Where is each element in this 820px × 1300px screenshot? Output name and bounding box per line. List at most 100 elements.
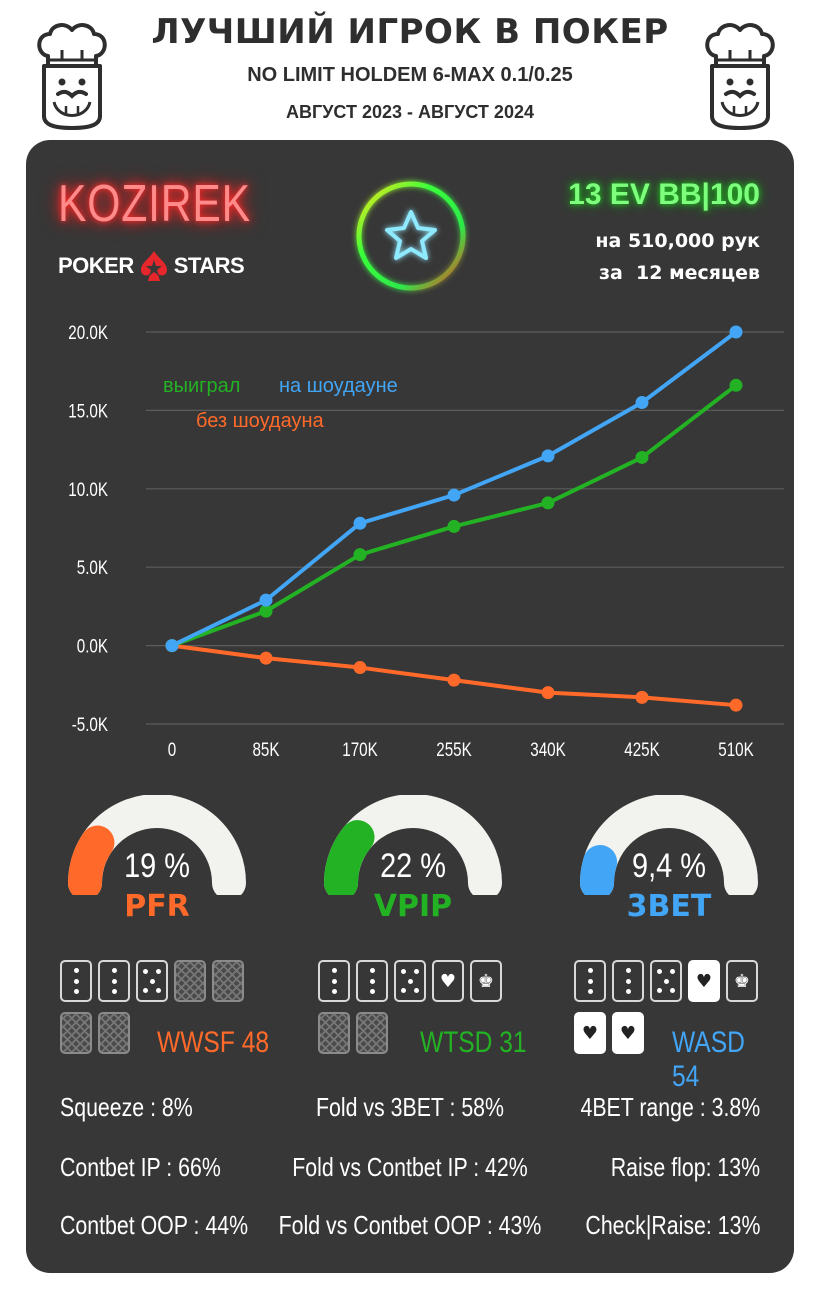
legend-label: выиграл [163, 375, 240, 397]
card-heart: ♥ [574, 1012, 606, 1054]
cards-row-wwsf-bottom [60, 1012, 130, 1054]
card-two [574, 960, 606, 1002]
gauge-label: PFR [124, 889, 190, 924]
gauge-arc [324, 794, 502, 900]
x-tick-label: 170K [342, 738, 378, 760]
card-back [174, 960, 206, 1002]
stat-4bet-range: 4BET range : 3.8% [580, 1092, 760, 1122]
gauge-fill [68, 825, 115, 900]
stat-raise-flop: Raise flop: 13% [610, 1152, 760, 1182]
stat-check-raise: Check|Raise: 13% [584, 1210, 760, 1240]
card-king: ♚ [726, 960, 758, 1002]
data-point [165, 639, 179, 653]
data-point [541, 496, 555, 510]
data-point [353, 548, 367, 562]
card-heart: ♥ [688, 960, 720, 1002]
card-back [212, 960, 244, 1002]
card-back [60, 1012, 92, 1054]
y-tick-label: 20.0K [68, 321, 108, 343]
data-point [635, 450, 649, 464]
card-three [612, 960, 644, 1002]
gauge-arc [580, 794, 758, 900]
wasd-stat: WASD 54 [672, 1026, 745, 1093]
chart-grid [146, 331, 784, 725]
heart-icon: ♥ [619, 1022, 637, 1044]
page-title: ЛУЧШИЙ ИГРОК В ПОКЕР [151, 12, 669, 52]
brand-left: POKER [58, 253, 134, 278]
y-tick-label: 0.0K [77, 635, 109, 657]
header: ЛУЧШИЙ ИГРОК В ПОКЕР NO LIMIT HOLDEM 6-M… [0, 0, 820, 140]
wtsd-stat: WTSD 31 [420, 1026, 527, 1059]
card-back [318, 1012, 350, 1054]
hands-count: на 510,000 рук [595, 230, 760, 252]
card-back [356, 1012, 388, 1054]
data-point [729, 698, 743, 712]
x-tick-label: 425K [624, 738, 660, 760]
heart-icon: ♥ [439, 970, 457, 992]
data-point [541, 686, 555, 700]
cards-row-wwsf-top [60, 960, 244, 1002]
stat-fold-vs-contbet-oop: Fold vs Contbet OOP : 43% [278, 1210, 542, 1240]
data-point [447, 673, 461, 687]
cards-row-wtsd-bottom [318, 1012, 388, 1054]
card-heart: ♥ [612, 1012, 644, 1054]
card-two [318, 960, 350, 1002]
data-point [635, 396, 649, 410]
card-five [394, 960, 426, 1002]
data-point [635, 690, 649, 704]
x-tick-label: 340K [530, 738, 566, 760]
card-five [650, 960, 682, 1002]
card-two [60, 960, 92, 1002]
crown-icon: ♚ [477, 970, 495, 992]
heart-icon: ♥ [695, 970, 713, 992]
cards-row-wasd-bottom: ♥ ♥ [574, 1012, 644, 1054]
stat-contbet-oop: Contbet OOP : 44% [60, 1210, 249, 1240]
x-tick-label: 510K [718, 738, 754, 760]
y-tick-label: -5.0K [72, 713, 109, 735]
data-point [259, 651, 273, 665]
heart-icon: ♥ [581, 1022, 599, 1044]
gauge-arc [68, 794, 246, 900]
gauge-3bet: 9,4 % 3BET [574, 794, 764, 935]
card-heart: ♥ [432, 960, 464, 1002]
data-point [447, 519, 461, 533]
legend-label: без шоудауна [196, 410, 325, 432]
stat-squeeze: Squeeze : 8% [60, 1092, 193, 1122]
chart-legend: выиграл на шоудауне без шоудауна [163, 375, 398, 432]
stat-contbet-ip: Contbet IP : 66% [60, 1152, 221, 1182]
chef-icon [37, 23, 107, 130]
stats-card: KOZIREK POKER STARS 13 EV BB|100 на 510,… [26, 140, 794, 1273]
cards-row-wtsd-top: ♥ ♚ [318, 960, 502, 1002]
gauge-vpip: 22 % VPIP [318, 794, 508, 935]
gauge-value: 22 % [380, 847, 446, 885]
gauge-pfr: 19 % PFR [62, 794, 252, 935]
data-point [353, 516, 367, 530]
player-name: KOZIREK [58, 175, 251, 233]
data-point [729, 325, 743, 339]
wwsf-stat: WWSF 48 [157, 1026, 270, 1059]
y-tick-label: 5.0K [77, 557, 109, 579]
stat-fold-vs-contbet-ip: Fold vs Contbet IP : 42% [292, 1152, 528, 1182]
legend-label: на шоудауне [279, 375, 398, 397]
x-axis-ticks: 0 85K 170K 255K 340K 425K 510K [168, 738, 754, 760]
crown-icon: ♚ [733, 970, 751, 992]
gauge-value: 19 % [124, 847, 190, 885]
card-three [356, 960, 388, 1002]
gauge-label: 3BET [626, 889, 712, 924]
card-back [98, 1012, 130, 1054]
data-point [447, 488, 461, 502]
cards-row-wasd-top: ♥ ♚ [574, 960, 758, 1002]
data-point [259, 604, 273, 618]
pokerstars-logo: POKER STARS [58, 246, 245, 286]
y-tick-label: 15.0K [68, 400, 108, 422]
data-point [541, 449, 555, 463]
ev-winrate: 13 EV BB|100 [568, 178, 760, 211]
y-tick-label: 10.0K [68, 478, 108, 500]
game-subtitle: NO LIMIT HOLDEM 6-MAX 0.1/0.25 [247, 64, 573, 86]
card-three [98, 960, 130, 1002]
months-count: за 12 месяцев [598, 262, 760, 284]
stat-fold-vs-3bet: Fold vs 3BET : 58% [315, 1092, 505, 1122]
chart-series [165, 325, 743, 712]
chef-icon [705, 23, 775, 130]
x-tick-label: 0 [168, 738, 176, 760]
